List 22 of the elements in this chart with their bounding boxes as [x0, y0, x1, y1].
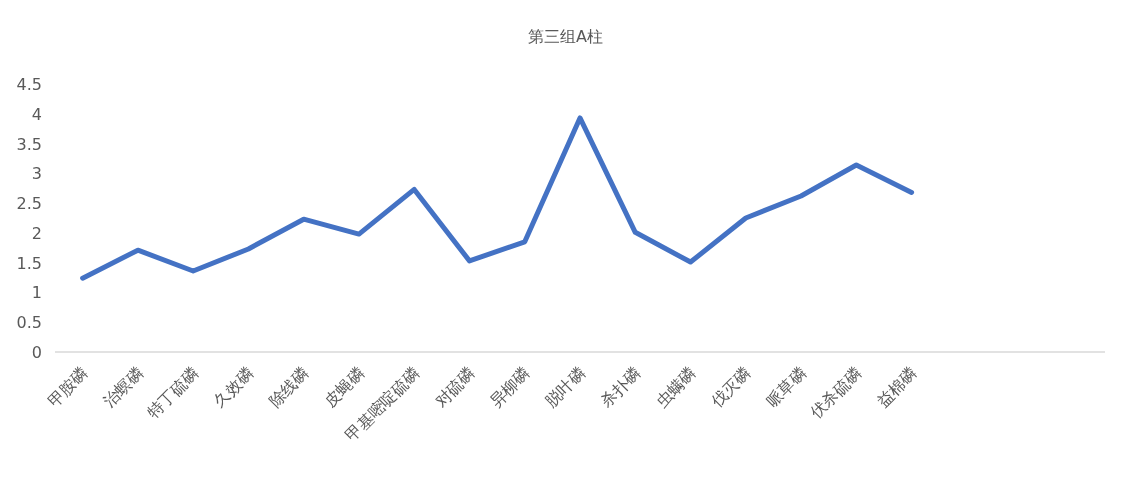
y-tick-label: 0 [31, 343, 42, 362]
x-tick-label: 对硫磷 [430, 363, 479, 411]
x-tick-label: 益棉磷 [873, 363, 921, 411]
x-tick-label: 杀扑磷 [596, 363, 645, 411]
x-tick-label: 除线磷 [265, 363, 313, 411]
x-tick-label: 异柳磷 [486, 363, 534, 411]
y-tick-label: 1.5 [16, 253, 42, 273]
y-tick-label: 2.5 [16, 194, 42, 214]
y-tick-label: 2 [31, 223, 42, 243]
y-tick-label: 4 [31, 104, 42, 124]
y-tick-label: 3.5 [16, 134, 42, 154]
y-tick-label: 1 [31, 283, 42, 303]
y-tick-label: 3 [31, 164, 42, 184]
x-tick-label: 皮蝇磷 [320, 363, 368, 411]
x-tick-label: 久效磷 [209, 363, 258, 411]
x-tick-label: 虫螨磷 [651, 363, 700, 411]
x-tick-label: 伐灭磷 [707, 363, 755, 411]
chart-title: 第三组A柱 [528, 27, 603, 46]
x-tick-label: 甲胺磷 [44, 363, 92, 411]
y-tick-label: 4.5 [16, 75, 42, 94]
x-tick-label: 脱叶磷 [541, 363, 589, 411]
y-tick-label: 0.5 [16, 313, 42, 333]
